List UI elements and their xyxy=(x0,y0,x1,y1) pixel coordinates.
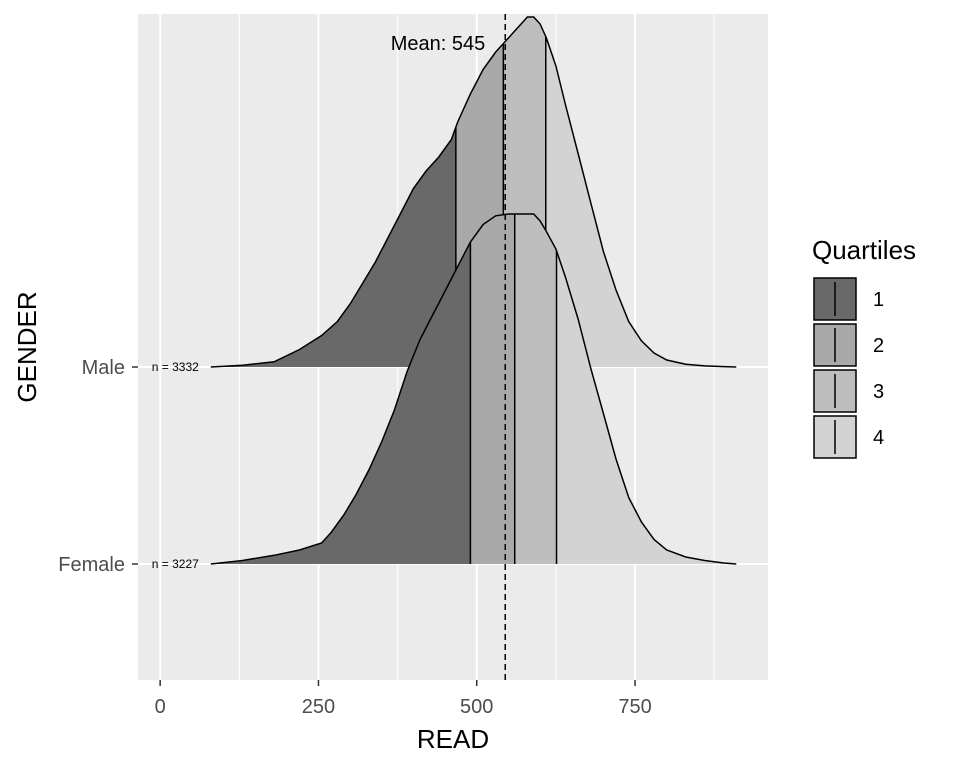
quartile-1-area xyxy=(210,127,456,367)
quartile-2-area xyxy=(470,214,515,564)
legend-label: 2 xyxy=(873,335,884,357)
x-axis-title: READ xyxy=(417,724,489,754)
mean-line-group: Mean: 545 xyxy=(391,14,506,680)
legend-label: 1 xyxy=(873,289,884,311)
density-outline xyxy=(210,16,737,368)
density-outline xyxy=(210,213,737,565)
x-axis: 0 250 500 750 xyxy=(155,680,652,718)
y-tick-label: Female xyxy=(58,554,125,576)
quartile-4-area xyxy=(556,250,737,564)
mean-label: Mean: 545 xyxy=(391,33,486,55)
density-ridges: n = 3332 n = 3227 xyxy=(152,16,737,571)
x-tick-label: 500 xyxy=(460,696,493,718)
quartile-1-area xyxy=(210,242,471,564)
y-axis-title: GENDER xyxy=(12,291,42,402)
ridge-female: n = 3227 xyxy=(152,213,737,571)
legend-label: 4 xyxy=(873,427,884,449)
x-tick-label: 250 xyxy=(302,696,335,718)
legend: Quartiles 1 2 3 4 xyxy=(812,235,916,459)
y-axis: Female Male xyxy=(58,357,138,576)
sample-size-label: n = 3332 xyxy=(152,360,199,374)
legend-title: Quartiles xyxy=(812,235,916,265)
sample-size-label: n = 3227 xyxy=(152,557,199,571)
x-tick-label: 750 xyxy=(618,696,651,718)
quartile-4-area xyxy=(545,36,737,367)
x-tick-label: 0 xyxy=(155,696,166,718)
y-tick-label: Male xyxy=(82,357,125,379)
quartile-3-area xyxy=(514,214,557,564)
legend-label: 3 xyxy=(873,381,884,403)
